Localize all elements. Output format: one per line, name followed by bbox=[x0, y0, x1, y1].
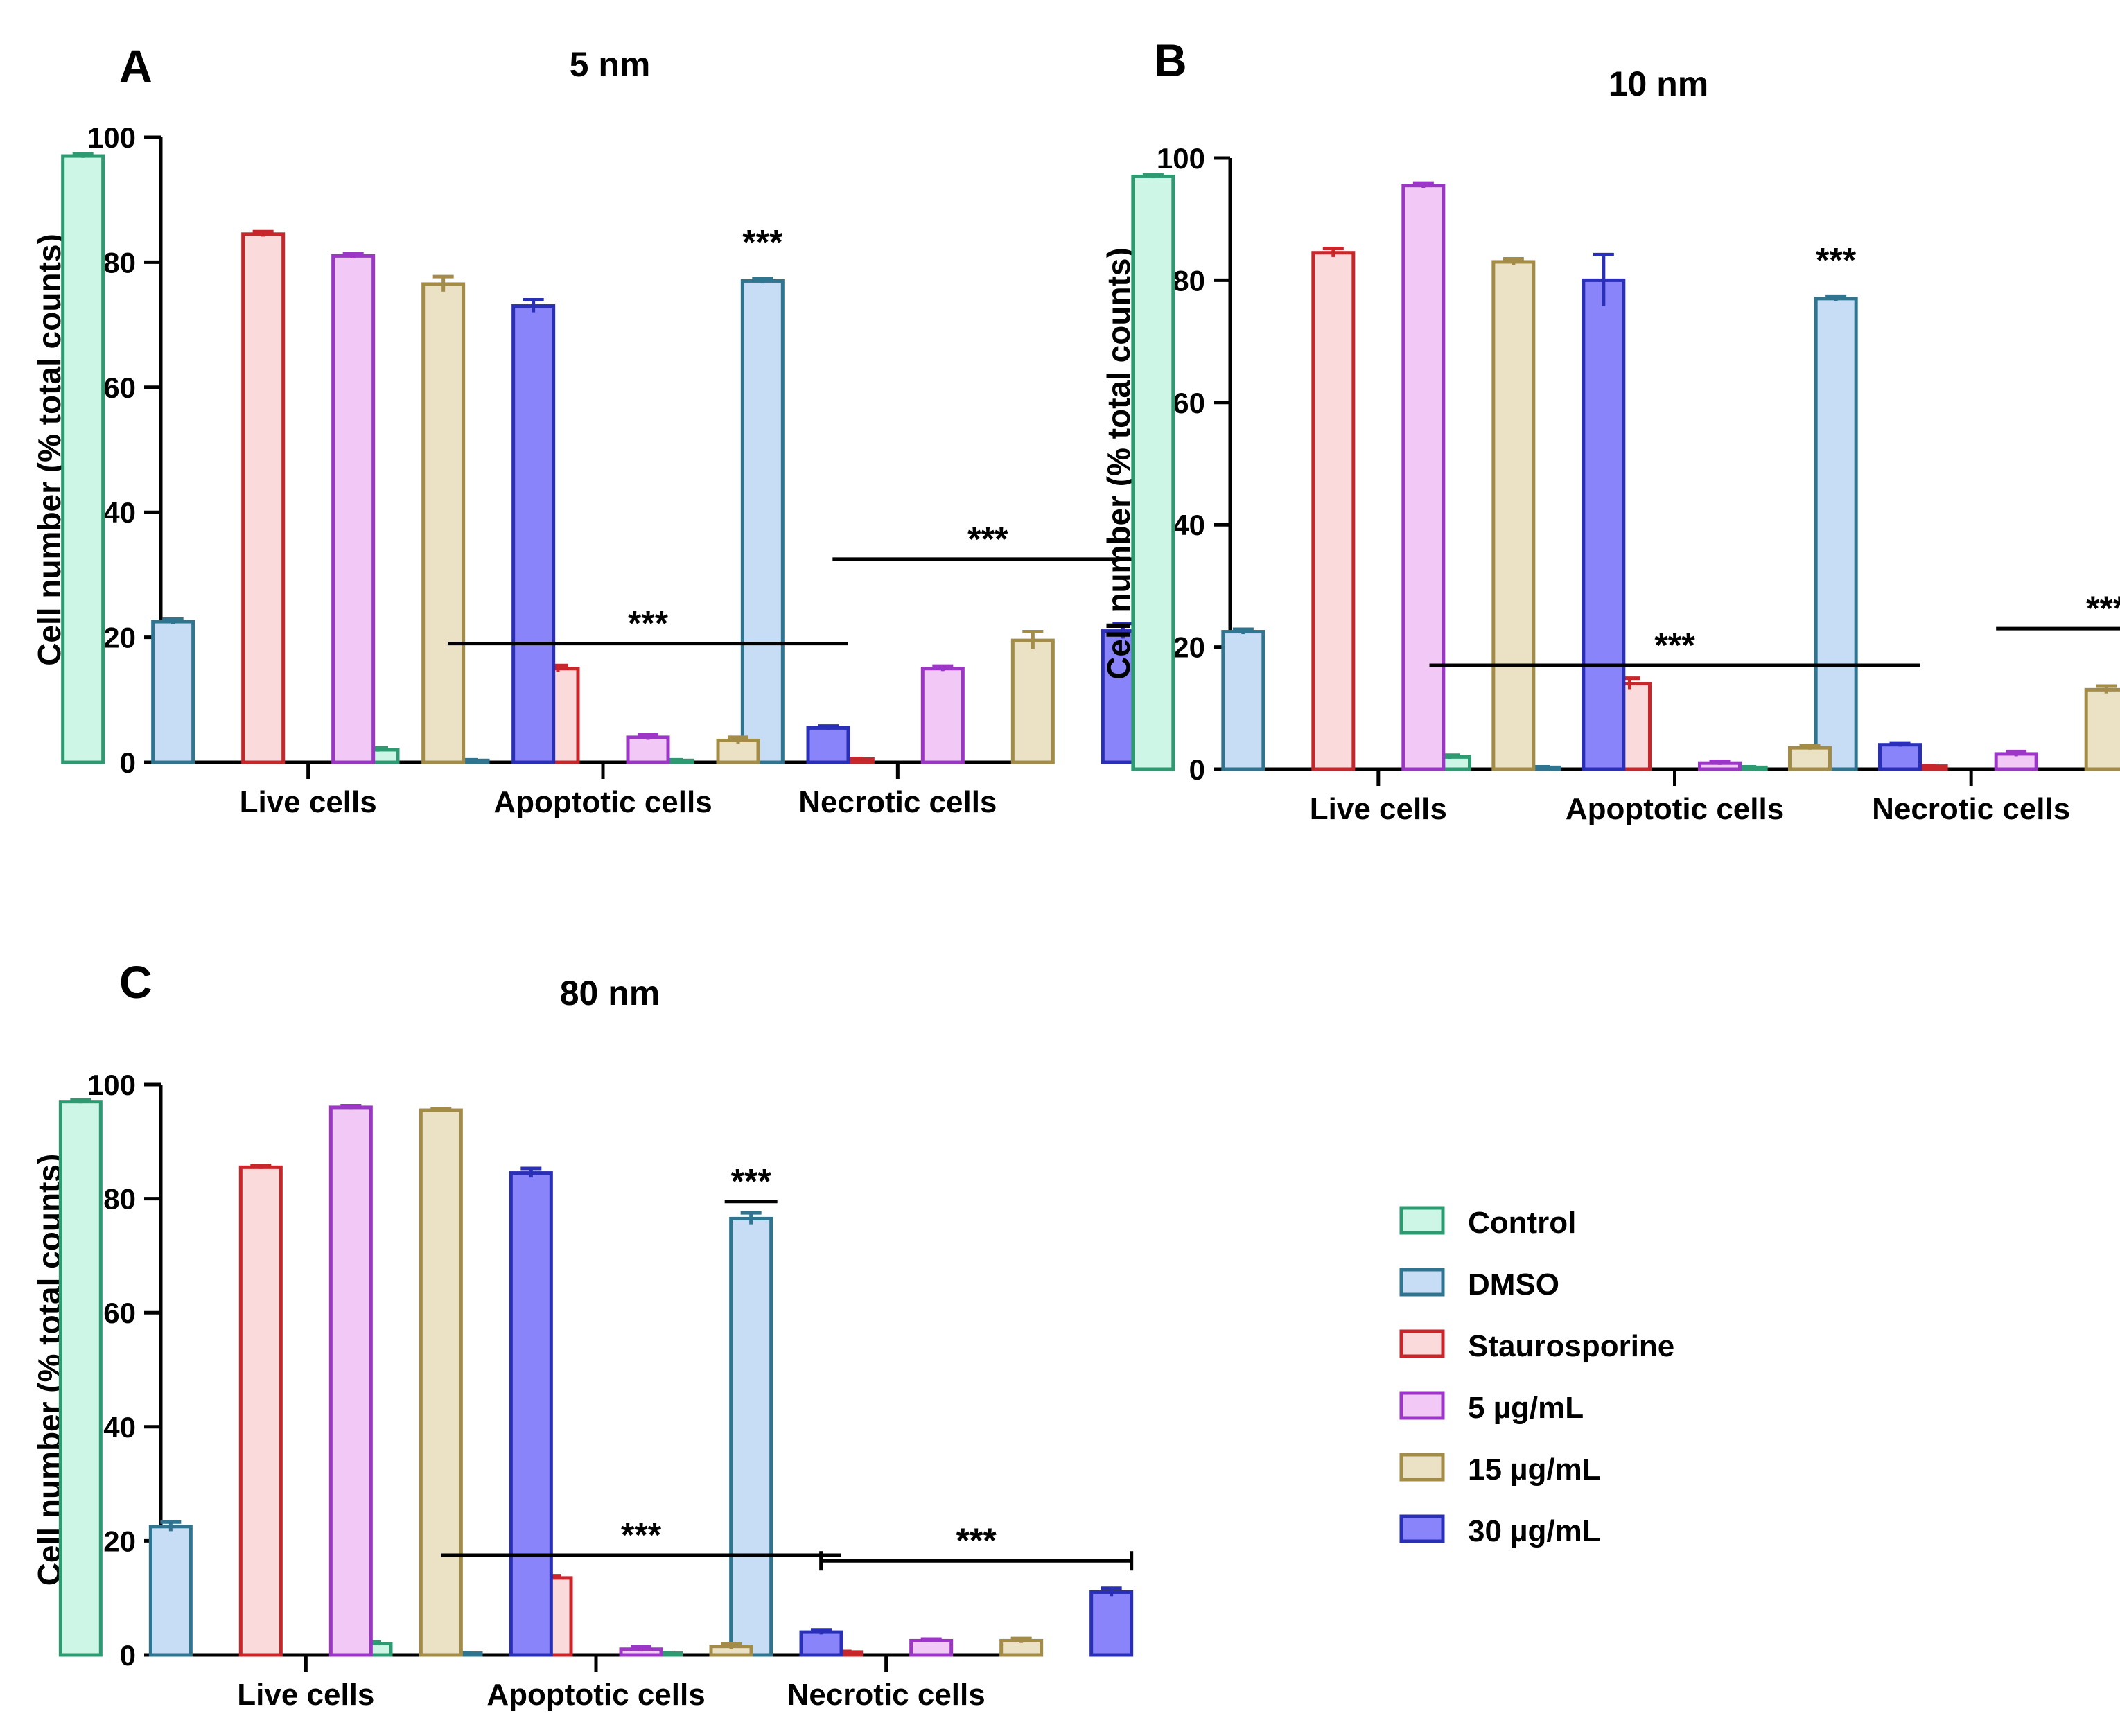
y-tick-label: 40 bbox=[1173, 509, 1205, 541]
bar-control-live-cells bbox=[1131, 174, 1175, 771]
bar-15-ug-ml-apoptotic-cells bbox=[716, 738, 760, 764]
legend-swatch-staurosporine bbox=[1399, 1329, 1445, 1358]
y-tick-label: 100 bbox=[1157, 142, 1205, 175]
bar-5-ug-ml-necrotic-cells bbox=[909, 1638, 954, 1657]
bar-15-ug-ml-apoptotic-cells bbox=[1788, 746, 1832, 771]
bar-dmso-necrotic-cells bbox=[729, 1216, 773, 1657]
x-tick-label-apoptotic-cells: Apoptotic cells bbox=[487, 1678, 705, 1712]
significance-label: *** bbox=[628, 604, 669, 643]
bar-15-ug-ml-live-cells bbox=[421, 282, 466, 764]
y-tick-label: 40 bbox=[103, 496, 136, 529]
x-tick-label-apoptotic-cells: Apoptotic cells bbox=[1566, 792, 1784, 826]
legend-swatch-control bbox=[1399, 1206, 1445, 1235]
significance-label: *** bbox=[1654, 626, 1695, 665]
bar-control-live-cells bbox=[61, 154, 105, 764]
x-tick-label-necrotic-cells: Necrotic cells bbox=[798, 785, 997, 819]
chart-title: 80 nm bbox=[560, 974, 660, 1012]
bar-15-ug-ml-necrotic-cells bbox=[1010, 638, 1055, 764]
bar-5-ug-ml-apoptotic-cells bbox=[626, 735, 670, 764]
bar-30-ug-ml-live-cells bbox=[509, 1171, 553, 1657]
significance-label: *** bbox=[2086, 589, 2120, 628]
legend-swatch-30-ug-ml bbox=[1399, 1514, 1445, 1543]
legend-label-control: Control bbox=[1468, 1206, 1576, 1240]
chart-title: 10 nm bbox=[1609, 64, 1709, 103]
bar-30-ug-ml-apoptotic-cells bbox=[799, 1630, 843, 1657]
bar-control-live-cells bbox=[58, 1100, 103, 1657]
bar-staurosporine-live-cells bbox=[241, 232, 286, 764]
x-tick-label-live-cells: Live cells bbox=[1310, 792, 1447, 826]
y-tick-label: 20 bbox=[103, 1525, 136, 1557]
bar-30-ug-ml-live-cells bbox=[511, 304, 556, 764]
bar-staurosporine-live-cells bbox=[238, 1165, 283, 1657]
y-tick-label: 80 bbox=[103, 246, 136, 279]
panel-letter: C bbox=[119, 956, 152, 1008]
y-tick-label: 80 bbox=[1173, 264, 1205, 297]
x-tick-label-live-cells: Live cells bbox=[237, 1678, 374, 1712]
bar-5-ug-ml-live-cells bbox=[331, 254, 376, 764]
bar-dmso-live-cells bbox=[1221, 630, 1265, 771]
legend-swatch-15-ug-ml bbox=[1399, 1453, 1445, 1482]
bar-staurosporine-live-cells bbox=[1311, 251, 1356, 771]
y-tick-label: 100 bbox=[87, 121, 136, 154]
bar-dmso-necrotic-cells bbox=[740, 279, 785, 764]
legend-label-staurosporine: Staurosporine bbox=[1468, 1329, 1674, 1363]
significance-label: *** bbox=[730, 1162, 771, 1201]
y-tick-label: 20 bbox=[103, 622, 136, 654]
significance-label: *** bbox=[621, 1516, 662, 1554]
bar-15-ug-ml-necrotic-cells bbox=[2084, 687, 2120, 771]
bar-5-ug-ml-live-cells bbox=[328, 1105, 373, 1657]
bar-30-ug-ml-necrotic-cells bbox=[1089, 1590, 1134, 1657]
legend-label-5-ug-ml: 5 µg/mL bbox=[1468, 1391, 1584, 1425]
y-tick-label: 0 bbox=[120, 746, 136, 779]
significance-label: *** bbox=[956, 1521, 997, 1560]
y-tick-label: 60 bbox=[1173, 387, 1205, 419]
bar-5-ug-ml-live-cells bbox=[1401, 184, 1446, 771]
legend-swatch-5-ug-ml bbox=[1399, 1391, 1445, 1420]
legend-swatch-dmso bbox=[1399, 1268, 1445, 1297]
x-tick-label-necrotic-cells: Necrotic cells bbox=[787, 1678, 985, 1712]
bar-30-ug-ml-apoptotic-cells bbox=[806, 726, 850, 764]
legend: Control DMSO Staurosporine 5 µg/mL 15 µg/mL 3… bbox=[1399, 1206, 1674, 1548]
y-axis-label: Cell number (% total counts) bbox=[1101, 247, 1137, 680]
bar-dmso-necrotic-cells bbox=[1814, 297, 1858, 771]
panel-b: B 10 nm Cell number (% total counts) 0 20 40 6… bbox=[1101, 35, 2120, 826]
x-tick-label-necrotic-cells: Necrotic cells bbox=[1872, 792, 2070, 826]
legend-label-dmso: DMSO bbox=[1468, 1268, 1559, 1301]
bar-30-ug-ml-apoptotic-cells bbox=[1878, 743, 1922, 771]
legend-label-15-ug-ml: 15 µg/mL bbox=[1468, 1453, 1601, 1487]
panel-letter: A bbox=[119, 40, 152, 91]
y-tick-label: 0 bbox=[1189, 753, 1205, 786]
bar-15-ug-ml-live-cells bbox=[419, 1108, 463, 1657]
significance-label: *** bbox=[967, 520, 1008, 559]
bar-30-ug-ml-live-cells bbox=[1582, 278, 1626, 771]
bar-dmso-live-cells bbox=[151, 620, 195, 764]
legend-label-30-ug-ml: 30 µg/mL bbox=[1468, 1514, 1601, 1548]
y-tick-label: 40 bbox=[103, 1411, 136, 1444]
significance-label: *** bbox=[742, 222, 783, 261]
y-tick-label: 0 bbox=[120, 1639, 136, 1672]
bar-dmso-live-cells bbox=[148, 1525, 193, 1657]
y-tick-label: 100 bbox=[87, 1069, 136, 1101]
significance-label: *** bbox=[1816, 240, 1857, 279]
panel-letter: B bbox=[1154, 35, 1187, 86]
x-tick-label-live-cells: Live cells bbox=[240, 785, 377, 819]
chart-title: 5 nm bbox=[570, 45, 651, 84]
y-tick-label: 60 bbox=[103, 371, 136, 404]
bar-15-ug-ml-live-cells bbox=[1491, 260, 1536, 771]
bar-5-ug-ml-necrotic-cells bbox=[920, 667, 965, 764]
panel-a: A 5 nm Cell number (% total counts) 0 20 40 60… bbox=[31, 40, 1145, 819]
x-tick-label-apoptotic-cells: Apoptotic cells bbox=[493, 785, 712, 819]
y-tick-label: 80 bbox=[103, 1183, 136, 1216]
y-tick-label: 60 bbox=[103, 1297, 136, 1329]
y-tick-label: 20 bbox=[1173, 631, 1205, 664]
